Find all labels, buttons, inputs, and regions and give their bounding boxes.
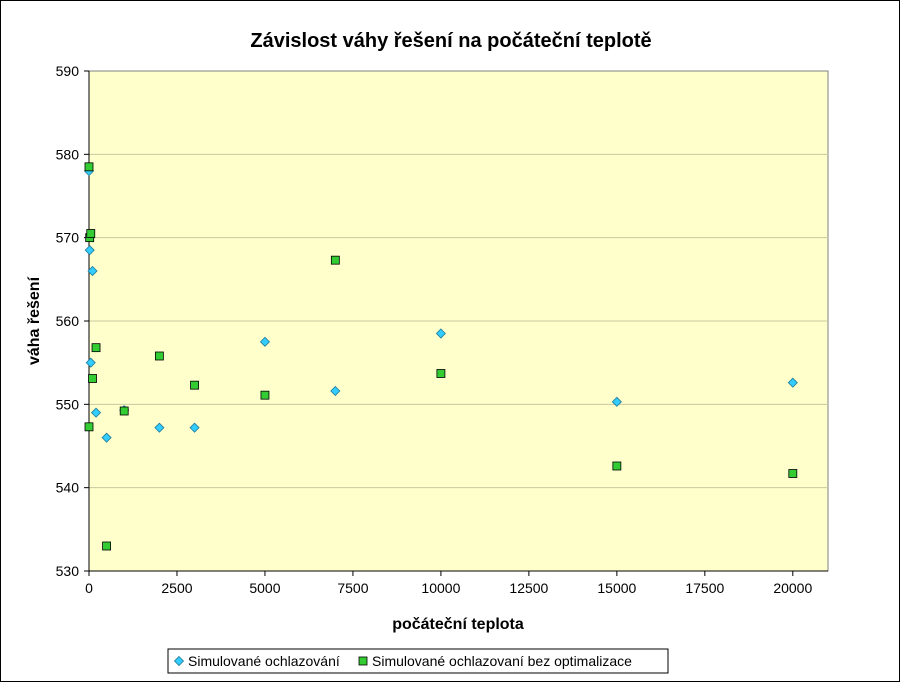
series-2 [84, 162, 798, 551]
square-point [330, 255, 340, 265]
y-tick-label: 550 [56, 396, 80, 412]
x-tick-label: 2500 [161, 580, 192, 596]
diamond-point [87, 265, 98, 277]
legend-label: Simulované ochlazování [188, 653, 340, 669]
legend-label: Simulované ochlazovaní bez optimalizace [372, 653, 632, 669]
x-tick-label: 17500 [685, 580, 724, 596]
legend-items: Simulované ochlazování Simulované ochlazo… [173, 653, 632, 669]
y-tick-label: 580 [56, 146, 80, 162]
y-ticks: 530 540 550 560 570 580 590 [56, 63, 89, 579]
legend-square-marker [358, 656, 368, 666]
x-tick-label: 10000 [421, 580, 460, 596]
chart-title: Závislost váhy řešení na počáteční teplo… [250, 30, 651, 52]
diamond-point [611, 396, 622, 407]
x-tick-label: 20000 [773, 580, 812, 596]
x-tick-label: 7500 [337, 580, 368, 596]
legend-box [167, 648, 669, 674]
y-tick-label: 590 [56, 63, 80, 79]
y-tick-label: 540 [56, 480, 80, 496]
x-tick-label: 5000 [249, 580, 280, 596]
x-axis-title: počáteční teplota [392, 616, 524, 633]
x-tick-label: 0 [85, 580, 93, 596]
diamond-point [259, 336, 271, 347]
square-point [190, 380, 199, 390]
square-point [436, 369, 446, 378]
square-point [260, 390, 270, 400]
series-layer [83, 162, 798, 551]
x-ticks: 0 2500 5000 7500 10000 12500 15000 17500 20000 [85, 571, 812, 596]
diamond-point [101, 432, 112, 443]
legend-diamond-marker [173, 655, 185, 667]
square-point [84, 162, 94, 172]
square-point [86, 229, 96, 238]
square-point [91, 343, 101, 353]
diamond-point [330, 385, 341, 397]
square-point [788, 469, 798, 478]
diamond-point [189, 422, 200, 433]
square-point [612, 461, 622, 471]
square-point [84, 422, 94, 432]
diamond-point [84, 245, 95, 256]
diamond-point [90, 407, 102, 418]
y-tick-label: 560 [56, 313, 80, 329]
diamond-point [85, 357, 96, 368]
diamond-point [435, 328, 446, 339]
x-tick-label: 15000 [597, 580, 636, 596]
x-tick-label: 12500 [509, 580, 548, 596]
y-tick-label: 530 [56, 563, 80, 579]
legend: Simulované ochlazování Simulované ochlazo… [167, 648, 669, 674]
diamond-point [154, 422, 165, 433]
y-tick-label: 570 [56, 230, 80, 246]
square-point [88, 374, 97, 383]
y-axis-title: váha řešení [26, 276, 43, 365]
square-point [119, 406, 129, 416]
square-point [102, 541, 111, 551]
gridlines [89, 153, 828, 489]
diamond-point [787, 377, 798, 388]
square-point [154, 351, 164, 361]
